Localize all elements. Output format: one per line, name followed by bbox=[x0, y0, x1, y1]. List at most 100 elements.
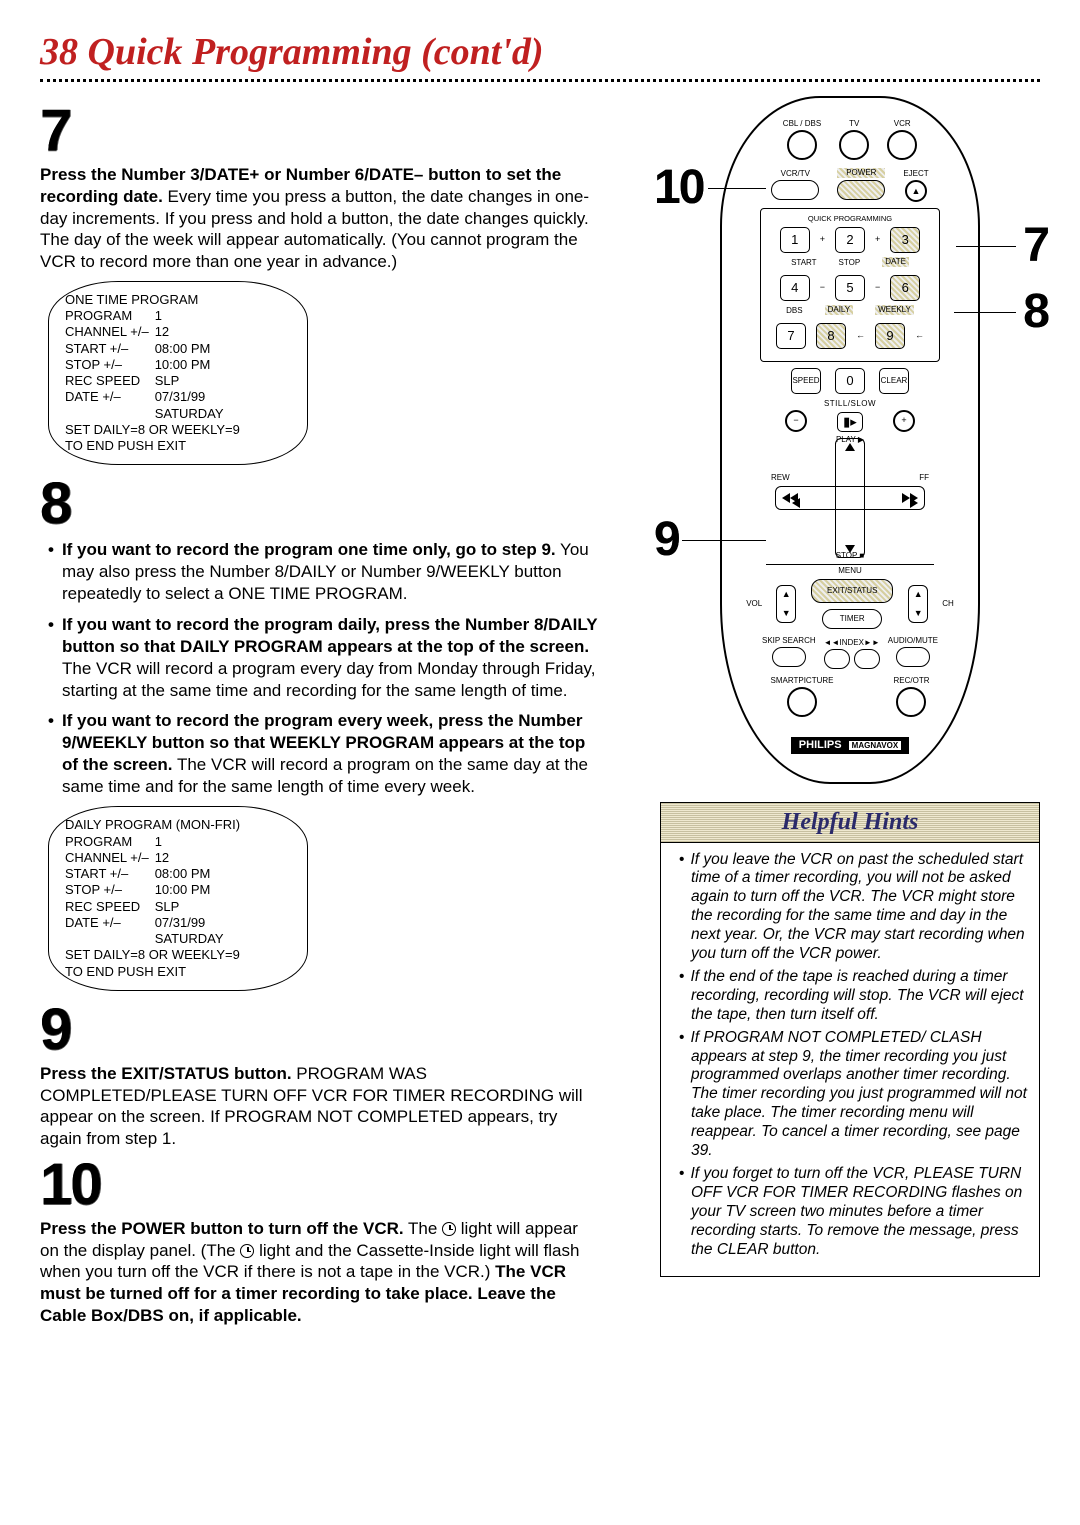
btn-6: 6 bbox=[890, 275, 920, 301]
screen1-header: ONE TIME PROGRAM bbox=[65, 292, 287, 308]
s1r0c1: 1 bbox=[155, 308, 230, 324]
lead-8 bbox=[954, 312, 1016, 313]
screen2-table: PROGRAM1 CHANNEL +/–12 START +/–08:00 PM… bbox=[65, 834, 230, 948]
lead-10 bbox=[708, 188, 766, 189]
btn-smart bbox=[787, 687, 817, 717]
btn-vcrtv bbox=[771, 180, 819, 200]
lbl-power: POWER bbox=[837, 168, 885, 178]
hint-3: If PROGRAM NOT COMPLETED/ CLASH appears … bbox=[677, 1029, 1027, 1161]
screen1-table: PROGRAM1 CHANNEL +/–12 START +/–08:00 PM… bbox=[65, 308, 230, 422]
step10-paragraph: Press the POWER button to turn off the V… bbox=[40, 1218, 600, 1327]
btn-minus: − bbox=[785, 410, 807, 432]
lead-9 bbox=[682, 540, 766, 541]
step9-bold: Press the EXIT/STATUS button. bbox=[40, 1064, 292, 1083]
step-number-7: 7 bbox=[40, 102, 600, 160]
btn-otr bbox=[896, 687, 926, 717]
btn-5: 5 bbox=[835, 275, 865, 301]
sub-daily: DAILY bbox=[825, 305, 854, 315]
s2r5c0: DATE +/– bbox=[65, 915, 155, 931]
s8b1-bold: If you want to record the program one ti… bbox=[62, 540, 556, 559]
lead-7 bbox=[956, 246, 1016, 247]
btn-9: 9 bbox=[875, 323, 905, 349]
s8b2-bold: If you want to record the program daily,… bbox=[62, 615, 597, 656]
btn-exit-status: EXIT/STATUS bbox=[811, 579, 893, 603]
quick-prog-box: QUICK PROGRAMMING 1+ 2+ 3 START STOP DAT… bbox=[760, 208, 940, 362]
screen2-foot1: SET DAILY=8 OR WEEKLY=9 bbox=[65, 947, 287, 963]
s2r1c0: CHANNEL +/– bbox=[65, 850, 155, 866]
step8-bullets: If you want to record the program one ti… bbox=[40, 539, 600, 798]
btn-pause: ▮▸ bbox=[837, 412, 863, 432]
vcr-screen-1: ONE TIME PROGRAM PROGRAM1 CHANNEL +/–12 … bbox=[48, 281, 308, 466]
step8-bullet-3: If you want to record the program every … bbox=[40, 710, 600, 798]
right-column: 10 7 8 9 CBL / DBS TV VCR VCR/TV POWER E… bbox=[624, 96, 1040, 1327]
s1r5c0: DATE +/– bbox=[65, 389, 155, 405]
left-column: 7 Press the Number 3/DATE+ or Number 6/D… bbox=[40, 96, 600, 1327]
s2r6c1: SATURDAY bbox=[155, 931, 230, 947]
screen2-foot2: TO END PUSH EXIT bbox=[65, 964, 287, 980]
sub-dbs: DBS bbox=[786, 307, 802, 315]
lbl-menu: MENU bbox=[766, 564, 934, 575]
lbl-vcrtv: VCR/TV bbox=[771, 170, 819, 178]
s2r2c0: START +/– bbox=[65, 866, 155, 882]
helpful-hints-body: If you leave the VCR on past the schedul… bbox=[661, 843, 1039, 1276]
s1r1c1: 12 bbox=[155, 324, 230, 340]
remote-body: CBL / DBS TV VCR VCR/TV POWER EJECT▲ QUI… bbox=[720, 96, 980, 784]
sub-weekly: WEEKLY bbox=[875, 305, 914, 315]
btn-7: 7 bbox=[776, 323, 806, 349]
s2r4c0: REC SPEED bbox=[65, 899, 155, 915]
btn-vcr bbox=[887, 130, 917, 160]
screen1-foot1: SET DAILY=8 OR WEEKLY=9 bbox=[65, 422, 287, 438]
lbl-cbl: CBL / DBS bbox=[783, 120, 821, 128]
s1r4c0: REC SPEED bbox=[65, 373, 155, 389]
lbl-otr: REC/OTR bbox=[893, 677, 929, 685]
step8-bullet-1: If you want to record the program one ti… bbox=[40, 539, 600, 605]
vol-pill: ▲▼ bbox=[776, 585, 796, 623]
btn-tv bbox=[839, 130, 869, 160]
callout-7: 7 bbox=[1023, 222, 1048, 270]
page-title: 38 Quick Programming (cont'd) bbox=[40, 30, 1040, 74]
s2r3c1: 10:00 PM bbox=[155, 882, 230, 898]
step9-paragraph: Press the EXIT/STATUS button. PROGRAM WA… bbox=[40, 1063, 600, 1150]
lbl-ff: FF bbox=[919, 474, 929, 482]
step7-paragraph: Press the Number 3/DATE+ or Number 6/DAT… bbox=[40, 164, 600, 273]
step10-bold1: Press the POWER button to turn off the V… bbox=[40, 1219, 404, 1238]
step-number-9: 9 bbox=[40, 1001, 600, 1059]
sub-start: START bbox=[791, 259, 816, 267]
s2r4c1: SLP bbox=[155, 899, 230, 915]
lbl-mute: AUDIO/MUTE bbox=[888, 637, 938, 645]
brand-magnavox: MAGNAVOX bbox=[849, 741, 902, 750]
lbl-tv: TV bbox=[839, 120, 869, 128]
remote-diagram: 10 7 8 9 CBL / DBS TV VCR VCR/TV POWER E… bbox=[660, 96, 1040, 784]
s2r5c1: 07/31/99 bbox=[155, 915, 230, 931]
s10m1: The bbox=[404, 1219, 442, 1238]
s2r6c0 bbox=[65, 931, 155, 947]
s2r3c0: STOP +/– bbox=[65, 882, 155, 898]
s2r0c0: PROGRAM bbox=[65, 834, 155, 850]
callout-10: 10 bbox=[654, 164, 703, 212]
s8b2-rest: The VCR will record a program every day … bbox=[62, 659, 596, 700]
dpad-horiz bbox=[775, 486, 925, 510]
s1r3c0: STOP +/– bbox=[65, 357, 155, 373]
lbl-skip: SKIP SEARCH bbox=[762, 637, 816, 645]
btn-speed: SPEED bbox=[791, 368, 821, 394]
btn-2: 2 bbox=[835, 227, 865, 253]
s1r3c1: 10:00 PM bbox=[155, 357, 230, 373]
btn-cbl bbox=[787, 130, 817, 160]
clock-icon-2 bbox=[240, 1244, 254, 1258]
s1r6c0 bbox=[65, 406, 155, 422]
btn-8: 8 bbox=[816, 323, 846, 349]
s1r0c0: PROGRAM bbox=[65, 308, 155, 324]
s1r2c1: 08:00 PM bbox=[155, 341, 230, 357]
hint-1: If you leave the VCR on past the schedul… bbox=[677, 851, 1027, 964]
brand-philips: PHILIPS bbox=[799, 739, 842, 751]
btn-eject: ▲ bbox=[905, 180, 927, 202]
brand-badge: PHILIPS MAGNAVOX bbox=[791, 737, 909, 754]
lbl-eject: EJECT bbox=[903, 170, 928, 178]
btn-mute bbox=[896, 647, 930, 667]
s2r0c1: 1 bbox=[155, 834, 230, 850]
helpful-hints-title: Helpful Hints bbox=[661, 803, 1039, 843]
step-number-10: 10 bbox=[40, 1156, 600, 1214]
lbl-stillslow: STILL/SLOW bbox=[736, 400, 964, 408]
btn-4: 4 bbox=[780, 275, 810, 301]
sub-date: DATE bbox=[882, 257, 909, 267]
